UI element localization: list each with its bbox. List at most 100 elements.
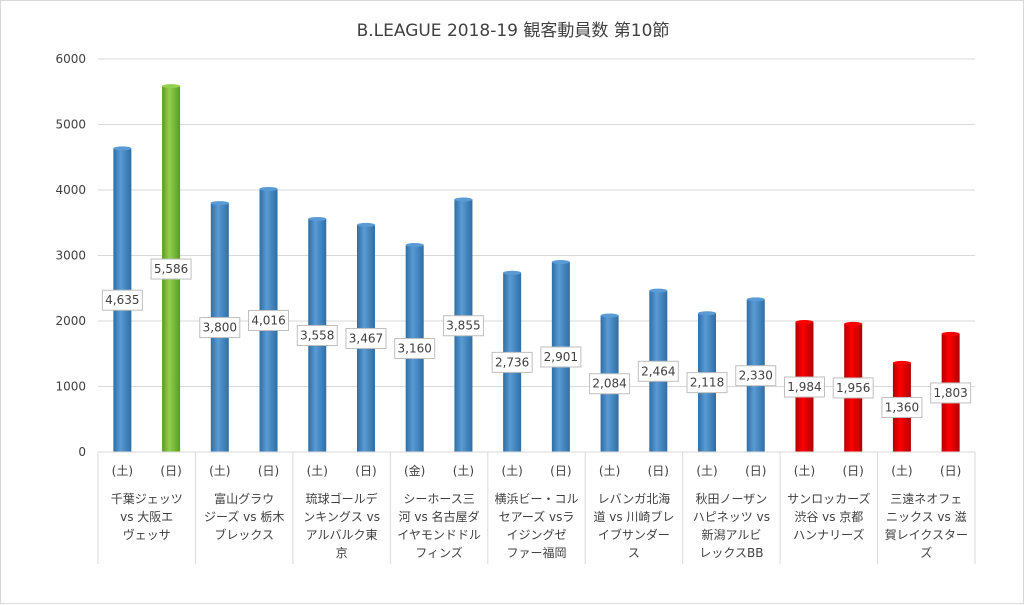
bar-cap (844, 321, 863, 326)
group-label-line: ハピネッツ vs (693, 510, 770, 524)
y-axis-ticks: 0 1000 2000 3000 4000 5000 6000 (55, 52, 86, 459)
data-label: 3,800 (199, 317, 241, 339)
group-label-line: ニックス vs 滋 (886, 510, 967, 524)
data-label-box (589, 373, 631, 395)
data-label-text: 1,984 (787, 380, 821, 394)
data-label: 1,984 (783, 376, 825, 398)
y-tick-label: 3000 (55, 249, 86, 263)
data-label: 4,016 (248, 309, 290, 331)
bar-cap (892, 360, 911, 365)
data-label: 4,635 (101, 289, 143, 311)
data-label: 1,956 (832, 377, 874, 399)
group-label-line: サンロッカーズ (787, 491, 870, 506)
x-tick-label: (土) (599, 464, 620, 478)
group-label-line: vs 大阪エ (120, 510, 173, 524)
data-label-box (832, 377, 874, 399)
group-label-line: ズ (920, 545, 932, 560)
data-label-text: 2,330 (739, 369, 773, 383)
bar-cap (259, 186, 278, 191)
x-tick-label: (日) (843, 464, 864, 478)
data-label: 2,901 (540, 346, 582, 368)
data-label-box (101, 289, 143, 311)
data-label-text: 5,586 (154, 262, 188, 276)
x-tick-label: (日) (258, 464, 279, 478)
x-tick-label: (土) (209, 464, 230, 478)
bar-cap (162, 84, 181, 89)
data-label-text: 1,956 (836, 381, 870, 395)
data-label-box (442, 315, 484, 337)
group-label-line: 道 vs 川崎ブレ (593, 509, 674, 524)
group-label-line: ス (628, 546, 640, 560)
data-label-text: 1,803 (933, 386, 967, 400)
y-tick-label: 5000 (55, 118, 86, 132)
data-label: 3,467 (345, 327, 387, 349)
group-label-line: イブサンダー (598, 527, 670, 542)
data-label-box (345, 327, 387, 349)
bar-cap (454, 197, 473, 202)
y-tick-label: 4000 (55, 183, 86, 197)
data-label-box (296, 324, 338, 346)
data-label-box (783, 376, 825, 398)
data-label-box (491, 351, 533, 373)
group-label-line: レックスBB (699, 546, 763, 560)
data-label-text: 2,084 (592, 377, 626, 391)
group-label-line: シーホース三 (403, 492, 474, 506)
data-label-text: 4,016 (251, 313, 285, 327)
group-label-line: ンキングス vs (303, 510, 380, 524)
x-tick-label: (日) (940, 464, 961, 478)
group-label-line: 琉球ゴールデ (306, 491, 378, 506)
x-tick-label: (土) (794, 464, 815, 478)
data-label-box (686, 372, 728, 394)
group-label-line: 秋田ノーザン (696, 492, 768, 506)
data-label-box (199, 317, 241, 339)
group-label-line: 賀レイクスター (885, 528, 968, 542)
group-label-line: ブレックス (214, 527, 274, 542)
group-label-line: 三遠ネオフェ (890, 492, 962, 506)
data-label-box (637, 360, 679, 382)
group-label-line: 横浜ビー・コル (494, 492, 578, 506)
group-label-line: 富山グラウ (214, 491, 274, 506)
bar-cap (698, 311, 717, 316)
data-label-box (735, 365, 777, 387)
data-label: 2,330 (735, 365, 777, 387)
data-label-box (248, 309, 290, 331)
group-label-line: イジングゼ (506, 528, 566, 542)
group-label-line: アルバルク東 (306, 528, 378, 542)
data-label-text: 1,360 (885, 400, 919, 414)
group-label-line: イヤモンドドル (397, 528, 481, 542)
group-label-line: ハンナリーズ (793, 527, 864, 542)
y-tick-label: 6000 (55, 52, 86, 66)
bar-cap (210, 201, 229, 206)
y-tick-label: 2000 (55, 314, 86, 328)
group-label-line: 新潟アルビ (701, 527, 761, 542)
bar-cap (941, 331, 960, 336)
y-tick-label: 0 (78, 445, 86, 459)
group-label-line: 千葉ジェッツ (111, 492, 183, 506)
bar-cap (600, 313, 619, 318)
data-label: 2,464 (637, 360, 679, 382)
data-label-text: 2,901 (544, 350, 578, 364)
x-tick-label: (日) (355, 464, 376, 478)
bar-cap (551, 259, 570, 264)
data-label-text: 3,558 (300, 328, 334, 342)
group-label-line: 渋谷 vs 京都 (794, 510, 863, 524)
data-label: 3,855 (442, 315, 484, 337)
x-tick-label: (土) (112, 464, 133, 478)
group-label-line: セアーズ vsラ (499, 509, 575, 524)
data-labels: 4,635 5,586 3,800 4,016 3,558 3,467 3,160 3,855… (101, 258, 972, 418)
bar-cap (405, 243, 424, 248)
data-label-box (394, 338, 436, 360)
group-label-line: ファー福岡 (506, 545, 566, 560)
bar-cap (746, 297, 765, 302)
bar-cap (308, 216, 327, 221)
data-label-text: 2,736 (495, 355, 529, 369)
bar-cap (503, 270, 522, 275)
data-label: 5,586 (150, 258, 192, 280)
x-tick-label: (土) (307, 464, 328, 478)
data-label: 3,160 (394, 338, 436, 360)
x-tick-label: (日) (745, 464, 766, 478)
x-tick-label: (日) (648, 464, 669, 478)
data-label-text: 3,467 (349, 331, 383, 345)
